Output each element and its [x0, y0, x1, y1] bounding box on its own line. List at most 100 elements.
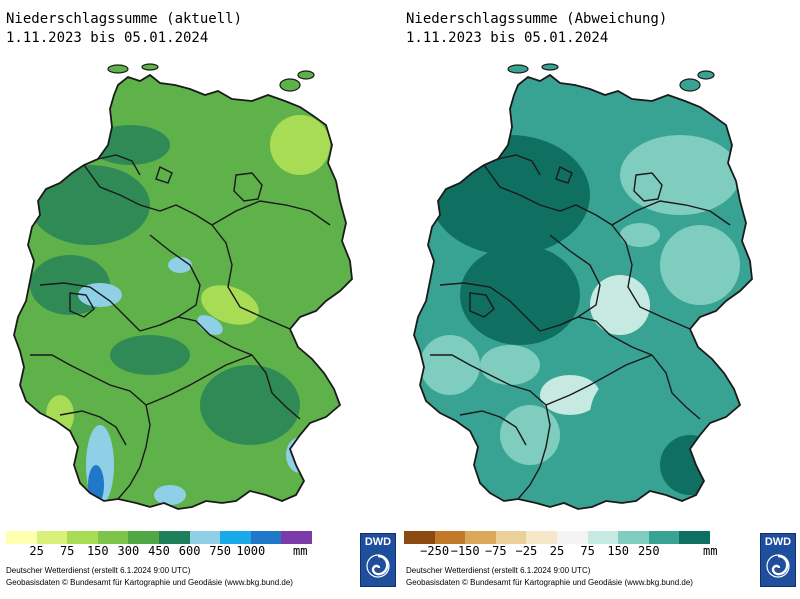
- state-border: [251, 354, 301, 420]
- precipitation-region: [200, 365, 300, 445]
- legend-tick-label: −75: [484, 544, 507, 558]
- legend-swatch: [679, 531, 710, 544]
- legend-tick-label: 150: [86, 544, 109, 558]
- legend-tick-label: 600: [178, 544, 201, 558]
- island: [541, 63, 559, 71]
- island: [679, 78, 701, 92]
- legend-swatch: [36, 531, 68, 544]
- state-border: [633, 172, 663, 202]
- state-border: [545, 354, 653, 406]
- left-map-title: Niederschlagssumme (aktuell): [6, 11, 243, 27]
- state-border: [517, 404, 551, 500]
- state-border: [69, 292, 95, 318]
- island: [297, 70, 315, 80]
- precipitation-region: [201, 285, 259, 325]
- state-border: [39, 282, 141, 332]
- dwd-swirl-icon-right: [766, 554, 790, 578]
- legend-tick-label: 250: [637, 544, 660, 558]
- right-credit-dwd: Deutscher Wetterdienst (erstellt 6.1.202…: [406, 566, 591, 575]
- legend-swatch: [6, 531, 37, 544]
- state-border: [139, 316, 253, 356]
- right-map-title: Niederschlagssumme (Abweichung): [406, 11, 668, 27]
- island: [279, 78, 301, 92]
- state-border: [145, 354, 253, 406]
- island: [507, 64, 529, 74]
- legend-tick-label: 25: [29, 544, 44, 558]
- legend-swatch: [526, 531, 557, 544]
- left-credit-bkg: Geobasisdaten © Bundesamt für Kartograph…: [6, 578, 293, 587]
- legend-tick-label: 1000: [236, 544, 266, 558]
- state-border: [539, 316, 653, 356]
- state-border: [155, 166, 173, 184]
- state-border: [459, 410, 527, 446]
- legend-swatch: [465, 531, 496, 544]
- legend-tick-label: 75: [580, 544, 595, 558]
- precipitation-region: [460, 245, 580, 345]
- legend-tick-label: −25: [515, 544, 538, 558]
- precipitation-region: [430, 135, 590, 255]
- precipitation-region: [168, 257, 192, 273]
- dwd-swirl-icon: [366, 554, 390, 578]
- precipitation-region: [550, 469, 610, 501]
- legend-tick-label: 300: [117, 544, 140, 558]
- precipitation-region: [660, 225, 740, 305]
- state-border: [555, 166, 573, 184]
- legend-swatch: [495, 531, 527, 544]
- legend-swatch: [189, 531, 221, 544]
- precipitation-anomaly-map: [413, 63, 753, 510]
- right-panel: Niederschlagssumme (Abweichung) 1.11.202…: [400, 0, 800, 599]
- state-border: [483, 164, 613, 226]
- precipitation-region: [197, 315, 223, 335]
- island: [697, 70, 715, 80]
- legend-swatch: [556, 531, 588, 544]
- legend-tick-label: 25: [549, 544, 565, 558]
- state-border: [97, 154, 141, 176]
- state-border: [30, 354, 147, 406]
- left-map-period: 1.11.2023 bis 05.01.2024: [6, 30, 209, 46]
- dwd-logo-right: DWD: [760, 533, 796, 587]
- legend-tick-label: 750: [209, 544, 232, 558]
- legend-tick-label: 75: [59, 544, 75, 558]
- right-credit-bkg: Geobasisdaten © Bundesamt für Kartograph…: [406, 578, 693, 587]
- precipitation-region: [286, 437, 314, 473]
- right-legend-colorbar: [404, 531, 710, 544]
- country-border: [13, 73, 353, 510]
- state-border: [469, 292, 495, 318]
- legend-tick-label: 450: [148, 544, 170, 558]
- precipitation-total-map: [13, 63, 353, 510]
- left-panel: Niederschlagssumme (aktuell) 1.11.2023 b…: [6, 11, 396, 587]
- state-border: [497, 154, 541, 176]
- precipitation-region: [30, 165, 150, 245]
- legend-swatch: [220, 531, 251, 544]
- precipitation-region: [660, 435, 720, 495]
- dwd-logo-label: DWD: [364, 536, 392, 548]
- state-border: [211, 200, 331, 226]
- state-border: [651, 354, 701, 420]
- precipitation-region: [420, 335, 480, 395]
- legend-swatch: [618, 531, 649, 544]
- precipitation-region: [590, 365, 710, 465]
- dwd-logo: DWD: [360, 533, 396, 587]
- island: [141, 63, 159, 71]
- legend-swatch: [434, 531, 466, 544]
- precipitation-region: [590, 275, 650, 335]
- state-border: [117, 404, 151, 500]
- legend-swatch: [128, 531, 159, 544]
- state-border: [83, 164, 213, 226]
- state-border: [59, 410, 127, 446]
- left-credit-dwd: Deutscher Wetterdienst (erstellt 6.1.202…: [6, 566, 191, 575]
- legend-swatch: [587, 531, 619, 544]
- left-legend-colorbar: [6, 531, 312, 544]
- legend-swatch: [67, 531, 98, 544]
- precipitation-region: [620, 135, 740, 215]
- dwd-logo-label-right: DWD: [764, 536, 792, 548]
- legend-swatch: [648, 531, 680, 544]
- legend-swatch: [281, 531, 312, 544]
- state-border: [430, 354, 547, 406]
- state-border: [611, 200, 731, 226]
- legend-tick-label: −150: [450, 544, 480, 558]
- state-border: [611, 224, 691, 330]
- precipitation-region: [500, 405, 560, 465]
- right-map-period: 1.11.2023 bis 05.01.2024: [406, 30, 609, 46]
- island: [107, 64, 129, 74]
